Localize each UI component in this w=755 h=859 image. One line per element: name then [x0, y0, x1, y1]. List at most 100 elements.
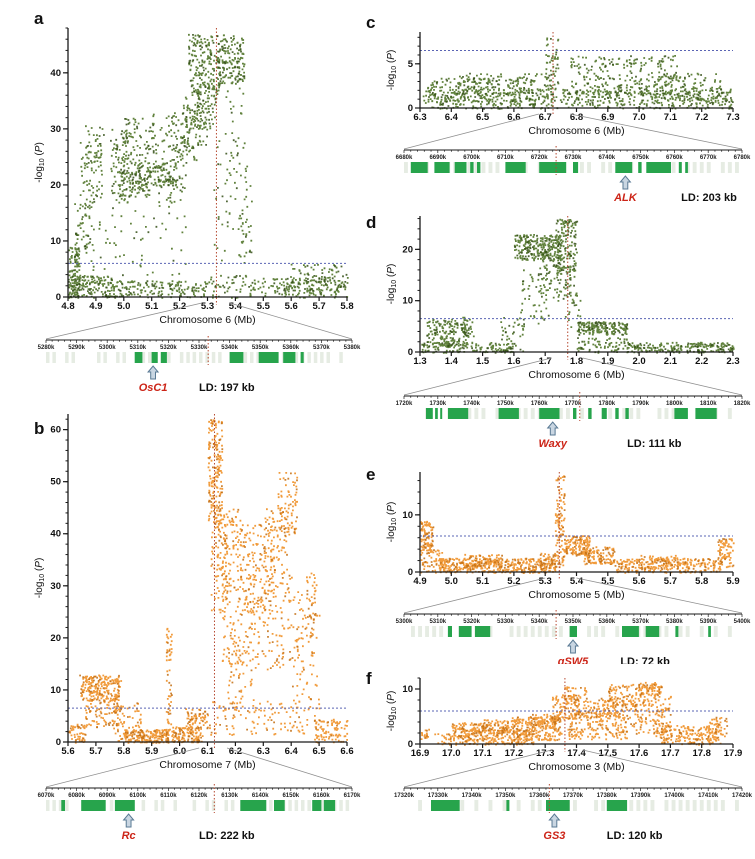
gene-track-tick-label: 5360k — [598, 619, 615, 625]
candidate-gene-label: Waxy — [538, 438, 567, 450]
track-background-stripe — [566, 408, 570, 419]
track-background-stripe — [288, 800, 292, 811]
x-axis-tick-label: 6.0 — [173, 746, 186, 757]
x-axis-tick-label: 7.1 — [664, 112, 678, 123]
x-axis-tick-label: 5.7 — [312, 301, 325, 312]
y-axis-tick-label: 10 — [50, 685, 61, 696]
gene-box — [645, 626, 660, 637]
track-background-stripe — [727, 408, 732, 419]
x-axis-tick-label: 5.3 — [539, 576, 552, 587]
gene-track-tick-label: 6730k — [565, 155, 582, 161]
candidate-gene-label: OsC1 — [139, 382, 168, 394]
x-axis-tick-label: 5.6 — [61, 746, 74, 757]
x-axis-tick-label: 5.1 — [476, 576, 490, 587]
track-background-stripe — [678, 800, 683, 811]
track-background-stripe — [713, 626, 718, 637]
candidate-gene-label: qSW5 — [558, 656, 589, 664]
track-background-stripe — [71, 352, 75, 363]
track-background-stripe — [320, 800, 324, 811]
track-background-stripe — [192, 352, 197, 363]
track-background-stripe — [460, 800, 465, 811]
track-background-stripe — [488, 626, 493, 637]
gene-box — [470, 162, 474, 173]
track-background-stripe — [467, 162, 472, 173]
gene-track-tick-label: 1720k — [396, 401, 413, 407]
track-background-stripe — [558, 626, 563, 637]
scatter-points-dark — [68, 34, 348, 299]
panel-letter: c — [366, 13, 376, 32]
gene-track-tick-label: 1760k — [531, 401, 548, 407]
track-background-stripe — [52, 352, 56, 363]
track-background-stripe — [685, 800, 690, 811]
track-background-stripe — [523, 408, 528, 419]
track-background-stripe — [307, 352, 311, 363]
track-background-stripe — [509, 626, 514, 637]
track-background-stripe — [530, 626, 535, 637]
x-axis-tick-label: 4.8 — [61, 301, 74, 312]
gene-track-tick-label: 5380k — [344, 345, 361, 351]
gene-box — [229, 352, 244, 363]
track-background-stripe — [339, 800, 343, 811]
track-background-stripe — [167, 352, 171, 363]
gene-track-tick-label: 5360k — [282, 345, 299, 351]
gene-track-tick-label: 17380k — [597, 793, 618, 799]
track-background-stripe — [636, 408, 641, 419]
gene-box — [695, 408, 717, 419]
gene-track-tick-label: 17320k — [394, 793, 415, 799]
x-axis-tick-label: 5.7 — [664, 576, 677, 587]
gene-track-tick-label: 6710k — [497, 155, 514, 161]
track-background-stripe — [218, 352, 222, 363]
zoom-connector-line — [403, 357, 552, 396]
track-background-stripe — [720, 800, 725, 811]
axis-title-x: Chromosome 6 (Mb) — [528, 125, 624, 137]
panel-letter: a — [34, 9, 44, 28]
track-background-stripe — [326, 352, 330, 363]
x-axis-tick-label: 5.0 — [445, 576, 458, 587]
x-axis-tick-label: 17.9 — [724, 748, 743, 759]
axis-title-x: Chromosome 5 (Mb) — [528, 589, 624, 601]
gene-box — [615, 162, 633, 173]
gene-track-tick-label: 6140k — [252, 793, 269, 799]
track-background-stripe — [495, 162, 500, 173]
gene-box — [678, 162, 682, 173]
gene-track-tick-label: 5370k — [632, 619, 649, 625]
gene-track-tick-label: 17400k — [664, 793, 685, 799]
y-axis-tick-label: 0 — [408, 103, 413, 114]
gene-box — [573, 162, 579, 173]
track-background-stripe — [418, 800, 422, 811]
gene-box — [615, 408, 619, 419]
ld-size-label: LD: 222 kb — [199, 830, 255, 842]
gene-box — [323, 800, 336, 811]
panel-plot: 0 5 6.3 6.4 6.5 6.6 6.7 6.8 6.9 7.0 7.1 7.2 7.3 Chrom… — [386, 32, 751, 204]
panel-plot: 0 10 20 1.3 1.4 1.5 1.6 1.7 1.8 1.9 2.0 2.1 2.2 2.3 Ch… — [386, 216, 751, 450]
gene-track-tick-label: 6160k — [313, 793, 330, 799]
track-background-stripe — [664, 800, 669, 811]
panel-c: c 0 5 6.3 6.4 6.5 6.6 6.7 6.8 6.9 7.0 7.1 7.2 7.3 Chro… — [362, 10, 752, 208]
gene-track-tick-label: 6150k — [282, 793, 299, 799]
gene-track-tick-label: 6740k — [598, 155, 615, 161]
gene-box — [61, 800, 65, 811]
track-background-stripe — [601, 162, 606, 173]
track-background-stripe — [58, 800, 63, 811]
zoom-connector-line — [226, 747, 353, 788]
track-background-stripe — [629, 408, 634, 419]
track-background-stripe — [657, 626, 662, 637]
track-background-stripe — [643, 800, 648, 811]
axis-title-y: -log10 (P) — [386, 264, 398, 305]
x-axis-tick-label: 17.6 — [630, 748, 649, 759]
zoom-connector-line — [45, 302, 203, 340]
gene-track-tick-label: 5290k — [68, 345, 85, 351]
track-background-stripe — [294, 352, 299, 363]
track-background-stripe — [97, 352, 101, 363]
gene-box — [475, 626, 491, 637]
track-background-stripe — [345, 800, 350, 811]
track-background-stripe — [544, 626, 549, 637]
panel-plot: 0 10 4.9 5.0 5.1 5.2 5.3 5.4 5.5 5.6 5.7 5.8 5.9 Chro… — [386, 472, 751, 668]
panel-plot: 0 10 16.9 17.0 17.1 17.2 17.3 17.4 17.5 17.6 17.7 1… — [386, 677, 753, 842]
track-background-stripe — [664, 408, 669, 419]
y-axis-tick-label: 0 — [56, 737, 61, 748]
panel-e: e 0 10 4.9 5.0 5.1 5.2 5.3 5.4 5.5 5.6 5.7 5.8 5.9 Chr… — [362, 462, 752, 668]
y-axis-tick-label: 20 — [50, 180, 61, 191]
track-background-stripe — [629, 800, 634, 811]
gene-box — [435, 408, 438, 419]
